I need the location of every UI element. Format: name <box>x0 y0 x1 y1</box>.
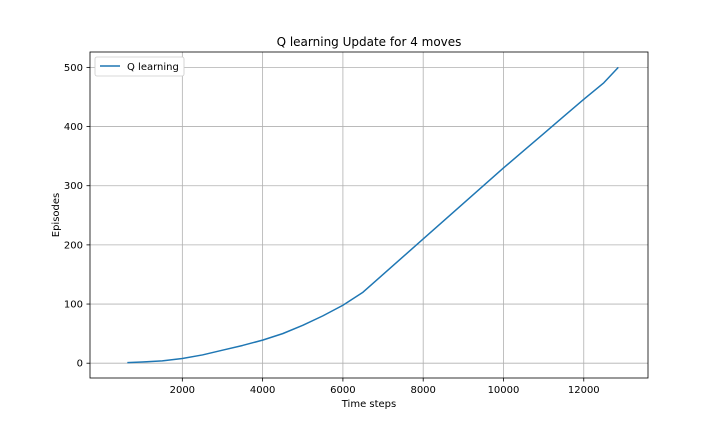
x-tick-label: 10000 <box>488 385 520 396</box>
plot-area <box>90 52 648 378</box>
legend-box <box>94 56 185 77</box>
series-layer <box>127 66 619 364</box>
y-tick-label: 500 <box>64 63 83 74</box>
x-tick-label: 6000 <box>330 385 355 396</box>
y-tick-label: 300 <box>64 181 83 192</box>
x-tick-label: 8000 <box>410 385 435 396</box>
x-tick-label: 4000 <box>250 385 275 396</box>
y-axis-label: Episodes <box>51 193 62 237</box>
x-axis-ticks: 2000 4000 6000 8000 10000 12000 <box>170 378 600 396</box>
y-tick-label: 200 <box>64 240 83 251</box>
legend-label-q-learning: Q learning <box>127 62 179 73</box>
y-gridlines <box>90 66 648 364</box>
y-tick-label: 400 <box>64 122 83 133</box>
y-axis-ticks: 0 100 200 300 400 500 <box>64 63 90 370</box>
x-axis-label: Time steps <box>341 399 397 410</box>
chart-title: Q learning Update for 4 moves <box>277 35 462 49</box>
series-line-q-learning <box>127 66 619 364</box>
legend: Q learning <box>94 56 185 77</box>
y-tick-label: 0 <box>77 359 83 370</box>
y-tick-label: 100 <box>64 300 83 311</box>
plot-frame <box>89 51 649 379</box>
x-tick-label: 12000 <box>568 385 600 396</box>
x-gridlines <box>181 52 585 378</box>
x-tick-label: 2000 <box>170 385 195 396</box>
